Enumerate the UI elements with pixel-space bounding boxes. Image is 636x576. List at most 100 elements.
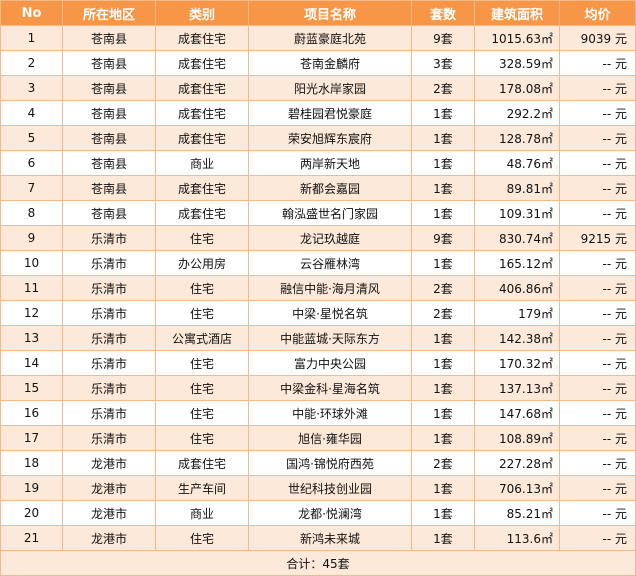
cell-floor-area: 128.78㎡	[474, 125, 560, 151]
cell-units: 1套	[411, 175, 475, 201]
cell-average-price: -- 元	[559, 400, 636, 426]
cell-units: 2套	[411, 300, 475, 326]
cell-units: 1套	[411, 325, 475, 351]
cell-average-price: 9039 元	[559, 25, 636, 51]
header-project-name: 项目名称	[248, 0, 412, 26]
cell-average-price: -- 元	[559, 150, 636, 176]
cell-units: 1套	[411, 475, 475, 501]
cell-category: 商业	[155, 150, 249, 176]
cell-average-price: -- 元	[559, 425, 636, 451]
cell-project-name: 碧桂园君悦豪庭	[248, 100, 412, 126]
cell-units: 1套	[411, 350, 475, 376]
table-row: 6 苍南县 商业 两岸新天地 1套 48.76㎡ -- 元	[0, 150, 636, 176]
cell-project-name: 翰泓盛世名门家园	[248, 200, 412, 226]
table-row: 13 乐清市 公寓式酒店 中能蓝城·天际东方 1套 142.38㎡ -- 元	[0, 325, 636, 351]
header-category: 类别	[155, 0, 249, 26]
total-summary: 合计：45套	[0, 550, 636, 576]
header-region: 所在地区	[62, 0, 156, 26]
cell-region: 乐清市	[62, 350, 156, 376]
cell-average-price: -- 元	[559, 325, 636, 351]
cell-floor-area: 227.28㎡	[474, 450, 560, 476]
cell-floor-area: 165.12㎡	[474, 250, 560, 276]
cell-region: 苍南县	[62, 200, 156, 226]
table-row: 10 乐清市 办公用房 云谷雁林湾 1套 165.12㎡ -- 元	[0, 250, 636, 276]
cell-units: 1套	[411, 250, 475, 276]
cell-no: 10	[0, 250, 63, 276]
cell-floor-area: 113.6㎡	[474, 525, 560, 551]
cell-no: 12	[0, 300, 63, 326]
table-row: 21 龙港市 住宅 新鸿未来城 1套 113.6㎡ -- 元	[0, 525, 636, 551]
cell-category: 成套住宅	[155, 125, 249, 151]
cell-average-price: -- 元	[559, 50, 636, 76]
cell-project-name: 蔚蓝豪庭北苑	[248, 25, 412, 51]
cell-project-name: 新都会嘉园	[248, 175, 412, 201]
cell-average-price: -- 元	[559, 450, 636, 476]
cell-category: 商业	[155, 500, 249, 526]
table-row: 17 乐清市 住宅 旭信·雍华园 1套 108.89㎡ -- 元	[0, 425, 636, 451]
table-row: 19 龙港市 生产车间 世纪科技创业园 1套 706.13㎡ -- 元	[0, 475, 636, 501]
cell-category: 住宅	[155, 300, 249, 326]
cell-project-name: 中能·环球外滩	[248, 400, 412, 426]
cell-region: 乐清市	[62, 275, 156, 301]
cell-project-name: 龙记玖越庭	[248, 225, 412, 251]
cell-region: 苍南县	[62, 175, 156, 201]
cell-region: 龙港市	[62, 450, 156, 476]
cell-no: 20	[0, 500, 63, 526]
cell-floor-area: 108.89㎡	[474, 425, 560, 451]
cell-category: 成套住宅	[155, 200, 249, 226]
cell-units: 9套	[411, 225, 475, 251]
cell-average-price: -- 元	[559, 175, 636, 201]
cell-average-price: -- 元	[559, 275, 636, 301]
cell-no: 1	[0, 25, 63, 51]
cell-no: 7	[0, 175, 63, 201]
cell-no: 17	[0, 425, 63, 451]
cell-units: 3套	[411, 50, 475, 76]
table-row: 9 乐清市 住宅 龙记玖越庭 9套 830.74㎡ 9215 元	[0, 225, 636, 251]
cell-category: 住宅	[155, 275, 249, 301]
cell-no: 16	[0, 400, 63, 426]
cell-no: 14	[0, 350, 63, 376]
cell-floor-area: 1015.63㎡	[474, 25, 560, 51]
cell-category: 成套住宅	[155, 75, 249, 101]
cell-region: 乐清市	[62, 300, 156, 326]
cell-no: 11	[0, 275, 63, 301]
cell-average-price: -- 元	[559, 500, 636, 526]
cell-region: 苍南县	[62, 100, 156, 126]
cell-floor-area: 179㎡	[474, 300, 560, 326]
table-row: 1 苍南县 成套住宅 蔚蓝豪庭北苑 9套 1015.63㎡ 9039 元	[0, 25, 636, 51]
cell-category: 住宅	[155, 425, 249, 451]
cell-project-name: 新鸿未来城	[248, 525, 412, 551]
cell-no: 6	[0, 150, 63, 176]
cell-region: 苍南县	[62, 75, 156, 101]
cell-project-name: 富力中央公园	[248, 350, 412, 376]
cell-region: 龙港市	[62, 525, 156, 551]
cell-region: 乐清市	[62, 425, 156, 451]
cell-average-price: -- 元	[559, 250, 636, 276]
table-row: 18 龙港市 成套住宅 国鸿·锦悦府西苑 2套 227.28㎡ -- 元	[0, 450, 636, 476]
cell-category: 住宅	[155, 375, 249, 401]
cell-floor-area: 48.76㎡	[474, 150, 560, 176]
table-row: 3 苍南县 成套住宅 阳光水岸家园 2套 178.08㎡ -- 元	[0, 75, 636, 101]
table-row: 7 苍南县 成套住宅 新都会嘉园 1套 89.81㎡ -- 元	[0, 175, 636, 201]
cell-region: 乐清市	[62, 325, 156, 351]
cell-floor-area: 706.13㎡	[474, 475, 560, 501]
cell-average-price: -- 元	[559, 375, 636, 401]
cell-category: 成套住宅	[155, 450, 249, 476]
cell-average-price: -- 元	[559, 200, 636, 226]
table-row: 15 乐清市 住宅 中梁金科·星海名筑 1套 137.13㎡ -- 元	[0, 375, 636, 401]
cell-average-price: -- 元	[559, 100, 636, 126]
cell-category: 生产车间	[155, 475, 249, 501]
cell-region: 苍南县	[62, 150, 156, 176]
cell-floor-area: 147.68㎡	[474, 400, 560, 426]
cell-units: 1套	[411, 500, 475, 526]
cell-units: 1套	[411, 425, 475, 451]
table-row: 16 乐清市 住宅 中能·环球外滩 1套 147.68㎡ -- 元	[0, 400, 636, 426]
cell-region: 苍南县	[62, 50, 156, 76]
cell-region: 龙港市	[62, 500, 156, 526]
table-row: 14 乐清市 住宅 富力中央公园 1套 170.32㎡ -- 元	[0, 350, 636, 376]
cell-units: 1套	[411, 150, 475, 176]
cell-project-name: 世纪科技创业园	[248, 475, 412, 501]
cell-region: 乐清市	[62, 400, 156, 426]
cell-category: 公寓式酒店	[155, 325, 249, 351]
